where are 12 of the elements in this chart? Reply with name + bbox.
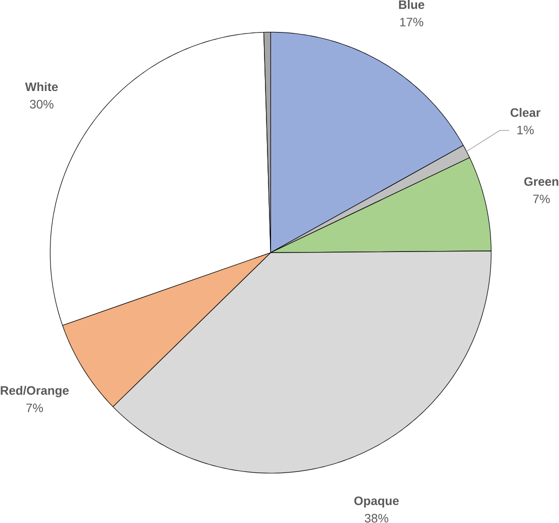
data-label: 7% xyxy=(26,404,43,412)
data-label: 1% xyxy=(517,126,534,134)
data-label: 17% xyxy=(400,18,424,27)
slice-label: Red/Orange xyxy=(0,386,69,398)
data-label: 38% xyxy=(364,514,388,523)
data-label: 7% xyxy=(533,194,550,204)
slice-label: Clear xyxy=(510,108,540,118)
slice-label: Green xyxy=(524,177,558,186)
data-label: 30% xyxy=(30,100,54,109)
slice-label: Opaque xyxy=(354,496,399,508)
slice-label: Blue xyxy=(399,0,424,10)
slice-label: White xyxy=(25,82,58,92)
